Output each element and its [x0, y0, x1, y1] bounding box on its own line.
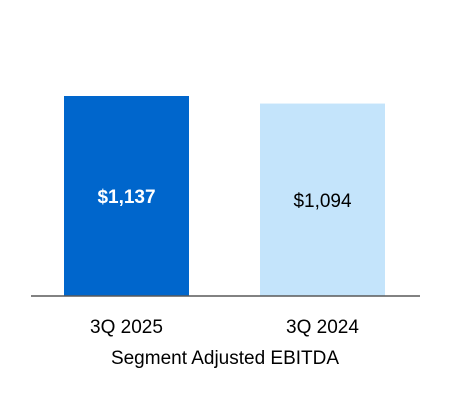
category-label: 3Q 2024 — [286, 317, 359, 338]
bar-3q-2024 — [260, 103, 385, 296]
data-label: $1,137 — [97, 187, 155, 208]
data-label: $1,094 — [293, 191, 352, 212]
x-axis-title: Segment Adjusted EBITDA — [110, 348, 340, 369]
bar-3q-2025 — [64, 96, 189, 296]
bar-chart: $1,137 3Q 2025 $1,094 3Q 2024 — [31, 96, 420, 338]
category-label: 3Q 2025 — [90, 317, 163, 338]
